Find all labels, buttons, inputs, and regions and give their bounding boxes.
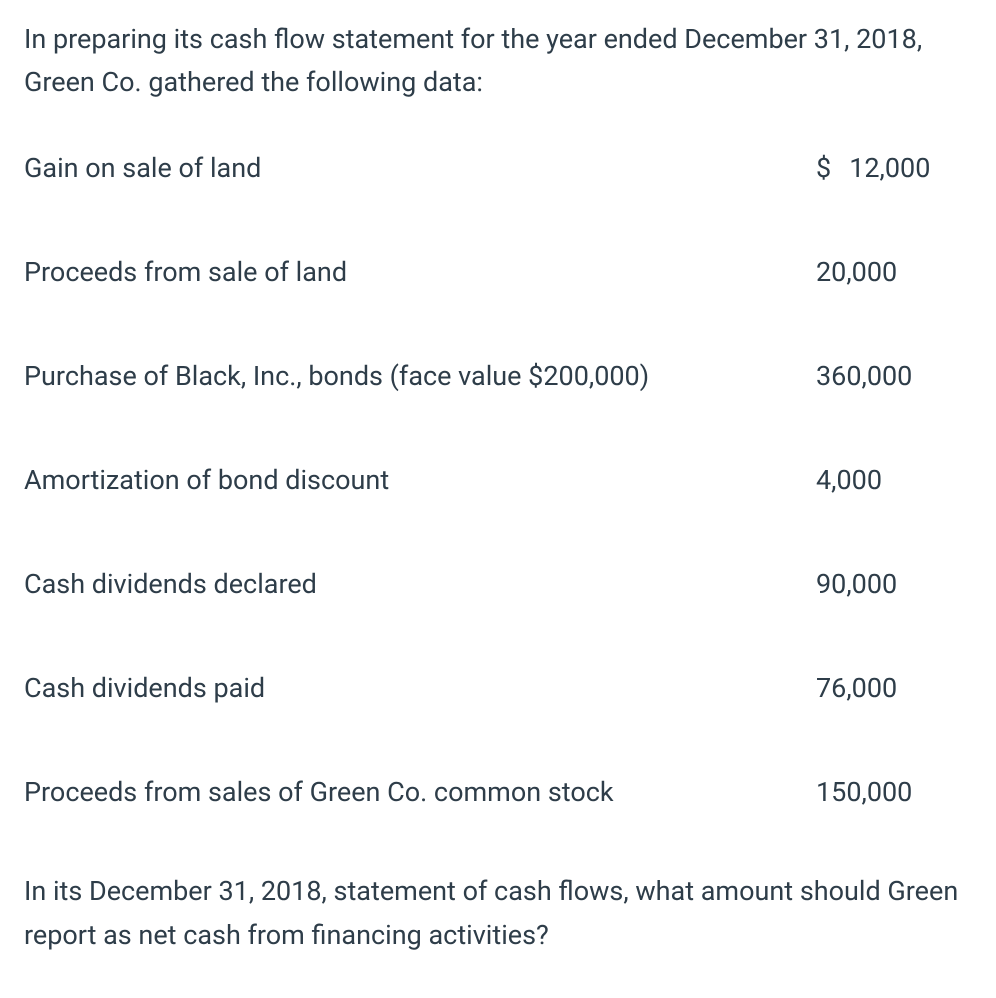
row-value: 4,000 <box>816 464 916 496</box>
table-row: Purchase of Black, Inc., bonds (face val… <box>24 360 976 392</box>
data-table: Gain on sale of land $ 12,000 Proceeds f… <box>24 152 976 808</box>
table-row: Proceeds from sales of Green Co. common … <box>24 776 976 808</box>
row-value-wrap: $ 12,000 <box>816 152 976 184</box>
row-value-wrap: 360,000 <box>816 360 976 392</box>
row-label: Gain on sale of land <box>24 152 816 184</box>
row-value-wrap: 150,000 <box>816 776 976 808</box>
row-label: Amortization of bond discount <box>24 464 816 496</box>
row-label: Cash dividends declared <box>24 568 816 600</box>
row-value-wrap: 20,000 <box>816 256 976 288</box>
row-label: Proceeds from sale of land <box>24 256 816 288</box>
row-value-wrap: 76,000 <box>816 672 976 704</box>
row-value-wrap: 90,000 <box>816 568 976 600</box>
row-label: Purchase of Black, Inc., bonds (face val… <box>24 360 816 392</box>
row-value: 150,000 <box>816 776 916 808</box>
intro-paragraph: In preparing its cash flow statement for… <box>24 18 976 104</box>
table-row: Cash dividends paid 76,000 <box>24 672 976 704</box>
table-row: Gain on sale of land $ 12,000 <box>24 152 976 184</box>
row-value: 20,000 <box>816 256 916 288</box>
row-value: 12,000 <box>849 152 949 184</box>
row-label: Proceeds from sales of Green Co. common … <box>24 776 816 808</box>
row-label: Cash dividends paid <box>24 672 816 704</box>
table-row: Proceeds from sale of land 20,000 <box>24 256 976 288</box>
row-value-wrap: 4,000 <box>816 464 976 496</box>
question-paragraph: In its December 31, 2018, statement of c… <box>24 870 976 956</box>
row-value: 360,000 <box>816 360 916 392</box>
row-value: 90,000 <box>816 568 916 600</box>
currency-symbol: $ <box>816 152 831 184</box>
row-value: 76,000 <box>816 672 916 704</box>
table-row: Cash dividends declared 90,000 <box>24 568 976 600</box>
table-row: Amortization of bond discount 4,000 <box>24 464 976 496</box>
